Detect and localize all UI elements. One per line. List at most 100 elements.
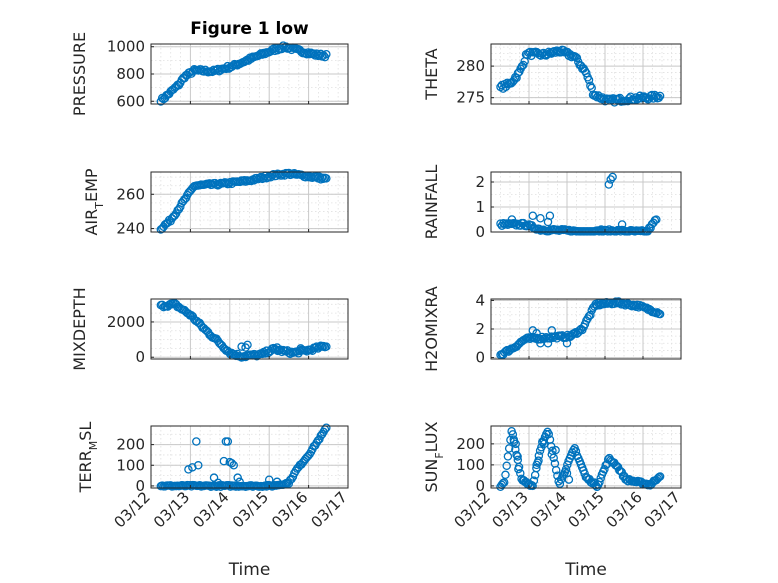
- x-tick-label: 03/14: [189, 488, 232, 531]
- data-point: [655, 472, 665, 481]
- y-axis-label: MIXDEPTH: [70, 287, 89, 370]
- data-point: [264, 475, 274, 484]
- subplot-pressure: 600 800 1000 PRESSURE Figure 1 low: [70, 19, 349, 116]
- data-point: [514, 464, 523, 474]
- data-point: [551, 445, 560, 455]
- data-point: [284, 479, 294, 488]
- y-axis-label: AIRTEMP: [82, 168, 106, 235]
- y-tick-label: 600: [116, 92, 145, 110]
- data-point: [188, 463, 197, 472]
- data-point: [322, 342, 331, 351]
- data-point: [536, 213, 545, 223]
- data-point: [180, 195, 189, 204]
- data-point: [534, 451, 544, 460]
- data-point: [156, 225, 166, 234]
- y-axis-label: PRESSURE: [70, 32, 89, 116]
- y-tick-label: 0: [135, 348, 145, 366]
- y-tick-label: 2: [475, 173, 485, 191]
- y-tick-label: 100: [116, 456, 145, 474]
- data-point: [655, 91, 665, 101]
- data-point: [498, 479, 508, 488]
- data-point: [317, 429, 327, 439]
- axes-box: [150, 425, 349, 489]
- data-point: [571, 52, 580, 62]
- data-point: [606, 175, 615, 184]
- y-axis-label: TERRMSL: [76, 422, 100, 494]
- data-point: [547, 326, 557, 335]
- data-point: [519, 60, 528, 70]
- data-point: [545, 211, 555, 220]
- data-point: [322, 174, 331, 183]
- y-tick-label: 0: [475, 349, 485, 367]
- data-point: [532, 329, 541, 338]
- data-point: [194, 461, 203, 470]
- axes-box: [490, 43, 682, 105]
- subplot-rainfall: 0 1 2 RAINFALL: [422, 165, 682, 241]
- subplot-air_temp: 240 260 AIRTEMP: [82, 168, 349, 238]
- data-point: [654, 93, 664, 103]
- x-tick-label: 03/12: [451, 488, 494, 531]
- data-point: [227, 458, 237, 468]
- data-point: [201, 325, 210, 334]
- data-point: [539, 439, 549, 449]
- data-point: [528, 211, 538, 220]
- data-point: [511, 439, 520, 449]
- y-axis-label: THETA: [422, 48, 441, 100]
- data-point: [584, 75, 594, 85]
- data-point: [586, 310, 595, 320]
- data-point: [564, 475, 574, 484]
- axes-box: [490, 425, 682, 489]
- data-point: [219, 456, 229, 466]
- x-tick-label: 03/16: [603, 488, 646, 531]
- x-tick-label: 03/17: [641, 488, 684, 531]
- data-point: [272, 477, 282, 487]
- data-point: [561, 465, 571, 474]
- y-tick-label: 275: [456, 89, 485, 107]
- data-point: [237, 342, 246, 351]
- subplot-h2omixra: 0 2 4 H2OMIXRA: [422, 286, 682, 372]
- data-point: [214, 338, 224, 348]
- data-point: [600, 465, 609, 474]
- data-point: [513, 452, 522, 461]
- data-point: [235, 477, 244, 487]
- data-point: [653, 474, 662, 483]
- axes-box: [150, 171, 349, 233]
- axes-box: [150, 298, 349, 360]
- x-tick-label: 03/16: [268, 488, 311, 531]
- data-point: [243, 340, 252, 350]
- data-point: [551, 465, 561, 475]
- data-point: [534, 456, 543, 465]
- y-tick-label: 4: [475, 291, 485, 309]
- y-tick-label: 240: [116, 220, 145, 238]
- data-point: [169, 85, 178, 94]
- data-point: [500, 348, 509, 357]
- data-point: [652, 215, 661, 224]
- y-tick-label: 1000: [107, 38, 145, 56]
- data-point: [617, 220, 627, 229]
- y-tick-label: 260: [116, 185, 145, 203]
- data-point: [580, 469, 589, 478]
- y-tick-label: 0: [475, 477, 485, 495]
- data-point: [608, 172, 617, 182]
- data-point: [509, 435, 519, 444]
- data-point: [317, 173, 327, 183]
- figure-title: Figure 1 low: [190, 19, 309, 39]
- y-tick-label: 280: [456, 57, 485, 75]
- data-point: [543, 339, 553, 348]
- y-tick-label: 200: [456, 435, 485, 453]
- data-point: [516, 468, 525, 478]
- data-point: [532, 460, 541, 470]
- y-tick-label: 1: [475, 198, 485, 216]
- data-point: [502, 461, 511, 471]
- data-point: [595, 477, 604, 487]
- y-tick-label: 200: [116, 436, 145, 454]
- data-point: [655, 309, 665, 319]
- x-axis-label: Time: [564, 560, 607, 580]
- subplot-mixdepth: 0 2000 MIXDEPTH: [70, 287, 349, 371]
- data-point: [582, 68, 591, 78]
- data-point: [192, 437, 201, 446]
- y-tick-label: 0: [135, 477, 145, 495]
- data-point: [604, 180, 614, 189]
